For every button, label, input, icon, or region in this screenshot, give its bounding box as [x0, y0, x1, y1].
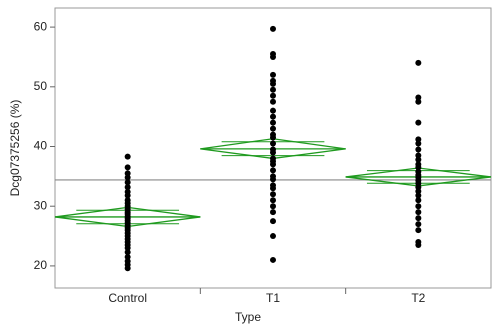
- point: [270, 140, 276, 147]
- point: [124, 265, 131, 272]
- point: [270, 185, 276, 192]
- point: [415, 94, 422, 101]
- point: [270, 191, 276, 198]
- point: [415, 59, 422, 66]
- x-axis-label: Type: [235, 310, 261, 324]
- point: [415, 146, 422, 153]
- point: [124, 245, 131, 251]
- point: [415, 197, 422, 204]
- point: [415, 98, 422, 105]
- point: [270, 256, 276, 263]
- point: [124, 179, 131, 186]
- point: [124, 170, 131, 177]
- point: [270, 86, 276, 93]
- point: [270, 92, 276, 99]
- point: [124, 153, 131, 160]
- x-tick-label: Control: [108, 291, 147, 305]
- point: [270, 149, 276, 156]
- y-tick-label: 30: [34, 198, 48, 212]
- point: [270, 176, 276, 183]
- point: [415, 164, 422, 171]
- point: [415, 156, 422, 163]
- plot-frame: [54, 7, 492, 289]
- point: [415, 242, 422, 249]
- point: [270, 125, 276, 132]
- point: [124, 164, 131, 171]
- point: [270, 71, 276, 78]
- point: [270, 107, 276, 114]
- y-axis-label: Dcg07375256 (%): [8, 100, 22, 197]
- point: [124, 249, 131, 256]
- y-tick-label: 50: [34, 79, 48, 93]
- point: [270, 98, 276, 105]
- y-tick-label: 60: [34, 19, 48, 33]
- point: [270, 113, 276, 120]
- point: [124, 184, 131, 191]
- point: [270, 134, 276, 141]
- point: [415, 119, 422, 126]
- point: [124, 174, 131, 181]
- point: [270, 167, 276, 174]
- point: [415, 152, 422, 159]
- point: [270, 53, 276, 60]
- point: [415, 184, 422, 191]
- point: [124, 253, 131, 260]
- point: [124, 192, 131, 199]
- point: [415, 209, 422, 216]
- point: [415, 215, 422, 222]
- point: [415, 203, 422, 210]
- point: [270, 233, 276, 240]
- point: [415, 136, 422, 143]
- point: [270, 209, 276, 216]
- point: [270, 25, 276, 32]
- point: [270, 218, 276, 225]
- point: [415, 192, 422, 199]
- point: [270, 80, 276, 87]
- y-tick-label: 40: [34, 139, 48, 153]
- point: [415, 188, 422, 195]
- point: [415, 140, 422, 147]
- point: [270, 203, 276, 210]
- point: [270, 161, 276, 168]
- point: [270, 197, 276, 204]
- point: [415, 221, 422, 228]
- point: [415, 227, 422, 234]
- point: [270, 119, 276, 126]
- y-tick-label: 20: [34, 258, 48, 272]
- x-tick-label: T2: [411, 291, 425, 305]
- x-tick-label: T1: [266, 291, 280, 305]
